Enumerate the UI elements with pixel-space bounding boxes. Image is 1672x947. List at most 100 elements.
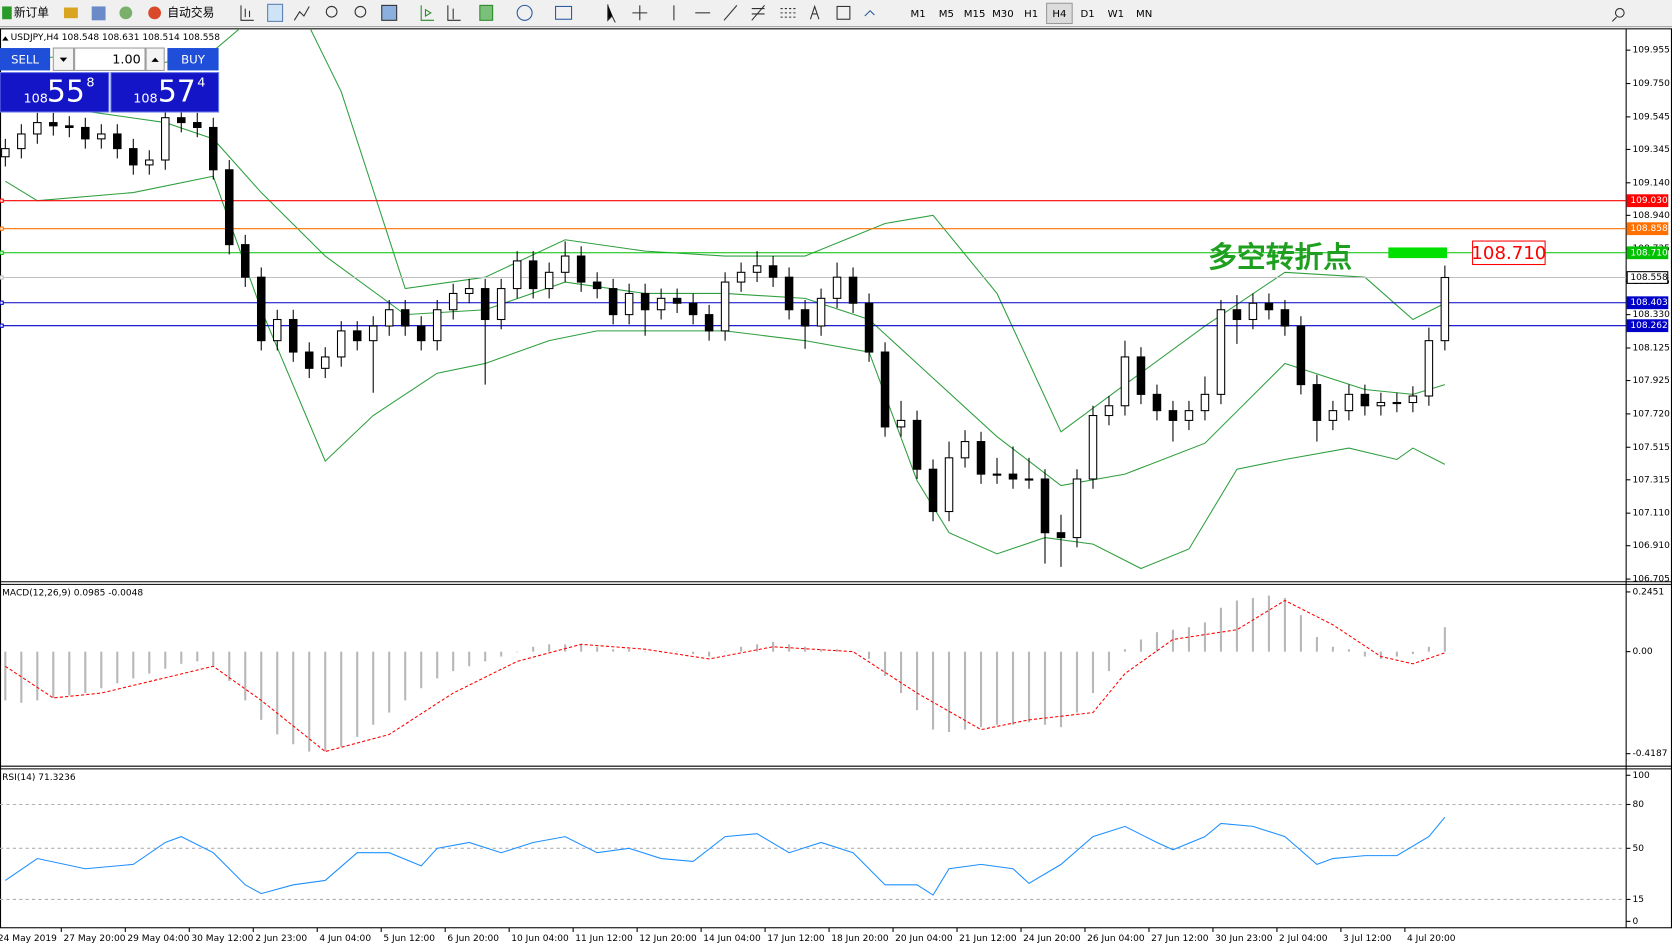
candle-tool[interactable] — [267, 3, 284, 22]
timeframe-button[interactable]: M1 — [911, 9, 926, 20]
panel-title: RSI(14) 71.3236 — [2, 773, 76, 783]
frame — [0, 28, 1672, 929]
price-tag — [1626, 271, 1669, 284]
toolbar-icon[interactable] — [91, 6, 106, 21]
candle-body — [512, 260, 522, 290]
zoom-in-tool[interactable] — [325, 5, 338, 18]
label-tool[interactable] — [836, 5, 851, 20]
price-tag — [1626, 296, 1669, 310]
chart-frame — [0, 28, 1672, 929]
timeframe-button[interactable]: D1 — [1081, 9, 1095, 20]
macd-bar — [548, 644, 551, 652]
ask-point[interactable]: 4 — [197, 76, 205, 91]
macd-bar — [947, 651, 951, 733]
crosshair-tool[interactable] — [632, 5, 648, 21]
toolbar-icon[interactable] — [63, 7, 78, 19]
text-tool[interactable] — [809, 4, 820, 20]
timeframe-button[interactable]: W1 — [1108, 9, 1124, 20]
zoom-out-tool[interactable] — [354, 5, 367, 18]
rsi-line — [5, 816, 1446, 896]
auto-trading-button[interactable]: 自动交易 — [167, 5, 214, 19]
price-tag — [1626, 246, 1669, 260]
x-tick-label: 21 Jun 12:00 — [959, 934, 1017, 944]
cursor-tool[interactable] — [607, 4, 616, 23]
annotation-text: 多空转折点 — [1208, 240, 1352, 274]
channel-tool[interactable] — [751, 5, 765, 21]
candle-body — [1392, 401, 1402, 405]
y-tick-label: 15 — [1633, 895, 1645, 905]
rsi-plot — [0, 803, 1627, 900]
line-chart-tool[interactable] — [293, 6, 310, 21]
y-tick-label: 109.345 — [1633, 145, 1670, 155]
y-tick-label: 108.330 — [1633, 310, 1671, 320]
candle-body — [1296, 325, 1306, 386]
macd-bar — [820, 649, 823, 652]
candle-body — [1152, 393, 1162, 412]
template-tool[interactable] — [555, 5, 573, 20]
candle-body — [161, 117, 170, 161]
candle-body — [848, 276, 858, 304]
macd-bar — [1155, 632, 1159, 652]
sell-button[interactable] — [0, 48, 51, 71]
macd-bar — [676, 651, 679, 653]
x-tick-label: 6 Jun 20:00 — [447, 934, 499, 944]
candle-body — [592, 281, 602, 290]
toolbar-bg — [0, 0, 1672, 27]
sell-label[interactable]: SELL — [11, 52, 39, 66]
candle-body — [912, 419, 922, 470]
candle-body — [256, 276, 266, 342]
ask-big[interactable]: 108 — [133, 92, 157, 107]
search-icon[interactable] — [1611, 8, 1625, 22]
auto-trading-icon[interactable] — [148, 6, 162, 20]
candle-body — [1216, 309, 1226, 395]
candle-body — [896, 419, 906, 428]
timeframe-button[interactable]: H1 — [1024, 9, 1038, 20]
macd-bar — [883, 651, 887, 677]
new-order-icon[interactable] — [2, 6, 12, 20]
bid-pips[interactable]: 55 — [47, 74, 85, 109]
new-order-button[interactable]: 新订单 — [14, 5, 49, 19]
timeframe-button[interactable]: H4 — [1052, 9, 1066, 20]
macd-bar — [1283, 598, 1286, 652]
x-tick-label: 2 Jul 04:00 — [1279, 934, 1328, 944]
macd-bar — [580, 644, 583, 652]
timeframe-button[interactable]: MN — [1136, 9, 1152, 20]
x-tick-label: 17 Jun 12:00 — [767, 934, 825, 944]
price-tag-label: 108.262 — [1630, 321, 1667, 331]
macd-bar — [228, 651, 231, 681]
candle-body — [400, 309, 410, 327]
candle-body — [224, 169, 234, 246]
x-tick-label: 14 Jun 04:00 — [703, 934, 761, 944]
x-tick-label: 20 Jun 04:00 — [895, 934, 953, 944]
buy-label[interactable]: BUY — [181, 52, 206, 66]
candle-body — [928, 468, 938, 513]
bar-chart-tool[interactable] — [240, 5, 254, 21]
bid-big[interactable]: 108 — [23, 92, 47, 107]
indicator-tool[interactable] — [479, 4, 494, 21]
y-tick-label: 0 — [1633, 917, 1639, 927]
level-start — [0, 198, 4, 203]
toolbar-icon[interactable] — [119, 6, 133, 20]
scroll-tool[interactable] — [420, 5, 434, 21]
price-tag-label: 108.403 — [1630, 298, 1668, 308]
period-tool[interactable] — [516, 4, 533, 21]
candle-body — [145, 159, 154, 166]
ask-box[interactable] — [110, 72, 220, 113]
candle-body — [208, 126, 218, 171]
buy-button[interactable] — [167, 48, 219, 71]
panel-title: USDJPY,H4 108.548 108.631 108.514 108.55… — [11, 33, 221, 43]
bid-box[interactable] — [0, 72, 110, 113]
bid-point[interactable]: 8 — [86, 76, 94, 91]
timeframe-button[interactable]: M15 — [964, 9, 986, 20]
timeframe-button[interactable]: M30 — [992, 9, 1014, 20]
lots-input[interactable] — [74, 47, 146, 71]
candle-body — [384, 309, 394, 327]
arrow-tool[interactable] — [864, 9, 875, 17]
timeframe-button[interactable]: M5 — [939, 9, 954, 20]
lots-value[interactable]: 1.00 — [112, 52, 140, 67]
trendline-tool[interactable] — [723, 5, 738, 21]
ask-pips[interactable]: 57 — [158, 74, 196, 109]
candle-body — [240, 244, 250, 278]
tile-tool[interactable] — [381, 4, 398, 21]
shift-tool[interactable] — [447, 5, 461, 21]
